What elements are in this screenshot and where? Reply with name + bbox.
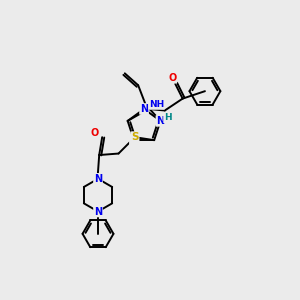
Text: O: O — [168, 73, 176, 83]
Text: N: N — [94, 206, 102, 217]
Text: O: O — [91, 128, 99, 138]
Text: NH: NH — [149, 100, 164, 109]
Text: N: N — [156, 116, 164, 126]
Text: N: N — [130, 135, 138, 145]
Text: H: H — [164, 113, 172, 122]
Text: S: S — [131, 132, 139, 142]
Text: N: N — [94, 174, 102, 184]
Text: N: N — [140, 104, 148, 114]
